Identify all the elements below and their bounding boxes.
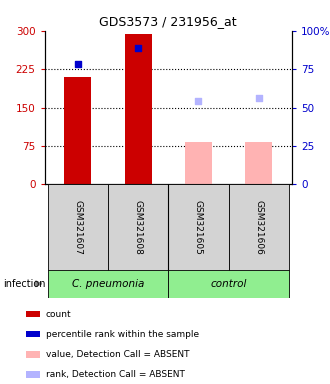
Bar [64, 77, 91, 184]
Bar [124, 34, 152, 184]
Text: infection: infection [3, 279, 46, 289]
Bar [108, 184, 168, 271]
Text: GSM321607: GSM321607 [73, 200, 82, 255]
Point [196, 98, 201, 104]
Bar [168, 270, 289, 298]
Text: GSM321606: GSM321606 [254, 200, 263, 255]
Bar [168, 184, 229, 271]
Text: control: control [211, 279, 247, 289]
Title: GDS3573 / 231956_at: GDS3573 / 231956_at [99, 15, 237, 28]
Text: C. pneumonia: C. pneumonia [72, 279, 144, 289]
Bar [26, 351, 40, 358]
Text: rank, Detection Call = ABSENT: rank, Detection Call = ABSENT [46, 370, 184, 379]
Bar [26, 331, 40, 338]
Text: count: count [46, 310, 71, 319]
Text: GSM321608: GSM321608 [134, 200, 143, 255]
Text: value, Detection Call = ABSENT: value, Detection Call = ABSENT [46, 350, 189, 359]
Point [136, 45, 141, 51]
Point [256, 95, 261, 101]
Bar [48, 270, 168, 298]
Bar [26, 371, 40, 378]
Text: GSM321605: GSM321605 [194, 200, 203, 255]
Text: percentile rank within the sample: percentile rank within the sample [46, 330, 199, 339]
Point [75, 61, 81, 67]
Bar [26, 311, 40, 317]
Bar [185, 142, 212, 184]
Bar [229, 184, 289, 271]
Bar [48, 184, 108, 271]
Bar [245, 142, 273, 184]
